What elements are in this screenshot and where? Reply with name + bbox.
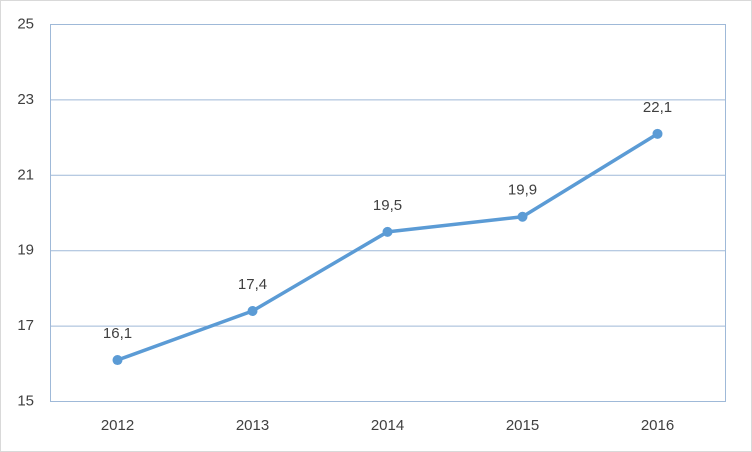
data-point	[517, 211, 528, 222]
x-tick-label: 2013	[236, 417, 269, 434]
data-point	[382, 226, 393, 237]
y-tick-label: 15	[17, 392, 34, 409]
data-label: 19,9	[508, 182, 537, 199]
y-tick-label: 21	[17, 166, 34, 183]
y-tick-label: 23	[17, 91, 34, 108]
x-tick-label: 2016	[641, 417, 674, 434]
y-tick-label: 19	[17, 242, 34, 259]
data-point	[247, 306, 258, 317]
data-label: 19,5	[373, 197, 402, 214]
data-label: 17,4	[238, 276, 267, 293]
data-label: 22,1	[643, 99, 672, 116]
y-tick-label: 25	[17, 15, 34, 32]
data-point	[112, 355, 123, 366]
data-point	[652, 128, 663, 139]
y-tick-label: 17	[17, 317, 34, 334]
x-tick-label: 2012	[101, 417, 134, 434]
x-tick-label: 2015	[506, 417, 539, 434]
x-tick-label: 2014	[371, 417, 404, 434]
data-label: 16,1	[103, 325, 132, 342]
